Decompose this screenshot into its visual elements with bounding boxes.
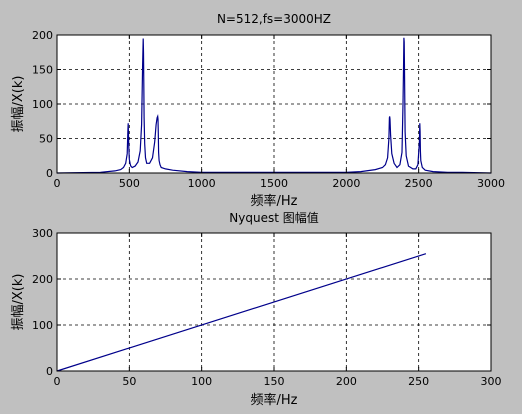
x-tick-label: 250 bbox=[408, 375, 429, 388]
top-y-ticks: 0 50 100 150 200 bbox=[32, 29, 491, 180]
y-tick-label: 300 bbox=[32, 227, 53, 240]
x-tick-label: 3000 bbox=[477, 177, 505, 190]
x-tick-label: 2500 bbox=[405, 177, 433, 190]
x-tick-label: 1000 bbox=[188, 177, 216, 190]
x-tick-label: 0 bbox=[54, 177, 61, 190]
y-tick-label: 100 bbox=[32, 98, 53, 111]
bottom-plot: 0 50 100 150 200 250 300 0 100 200 300 Nyquest 图幅… bbox=[11, 210, 502, 408]
series-line bbox=[56, 253, 427, 372]
top-plot: 0 500 1000 1500 2000 2500 3000 0 50 100 150 200 N=… bbox=[11, 12, 505, 209]
y-tick-label: 150 bbox=[32, 64, 53, 77]
bottom-ylabel: 振幅/X(k) bbox=[11, 274, 26, 331]
y-tick-label: 50 bbox=[39, 133, 53, 146]
x-tick-label: 50 bbox=[122, 375, 136, 388]
y-tick-label: 200 bbox=[32, 273, 53, 286]
top-x-ticks: 0 500 1000 1500 2000 2500 3000 bbox=[54, 35, 505, 190]
x-tick-label: 300 bbox=[481, 375, 502, 388]
x-tick-label: 0 bbox=[54, 375, 61, 388]
y-tick-label: 100 bbox=[32, 319, 53, 332]
top-series bbox=[56, 37, 492, 174]
x-tick-label: 1500 bbox=[260, 177, 288, 190]
series-line bbox=[56, 37, 492, 174]
top-title: N=512,fs=3000HZ bbox=[217, 12, 331, 26]
bottom-y-ticks: 0 100 200 300 bbox=[32, 227, 491, 378]
y-tick-label: 0 bbox=[46, 167, 53, 180]
bottom-title: Nyquest 图幅值 bbox=[229, 210, 318, 225]
bottom-x-ticks: 0 50 100 150 200 250 300 bbox=[54, 233, 502, 388]
x-tick-label: 200 bbox=[336, 375, 357, 388]
top-ylabel: 振幅/X(k) bbox=[11, 76, 26, 133]
x-tick-label: 100 bbox=[191, 375, 212, 388]
y-tick-label: 200 bbox=[32, 29, 53, 42]
top-xlabel: 频率/Hz bbox=[251, 193, 298, 209]
bottom-series bbox=[56, 253, 427, 372]
x-tick-label: 2000 bbox=[332, 177, 360, 190]
bottom-xlabel: 频率/Hz bbox=[251, 392, 298, 408]
x-tick-label: 500 bbox=[119, 177, 140, 190]
y-tick-label: 0 bbox=[46, 365, 53, 378]
x-tick-label: 150 bbox=[264, 375, 285, 388]
